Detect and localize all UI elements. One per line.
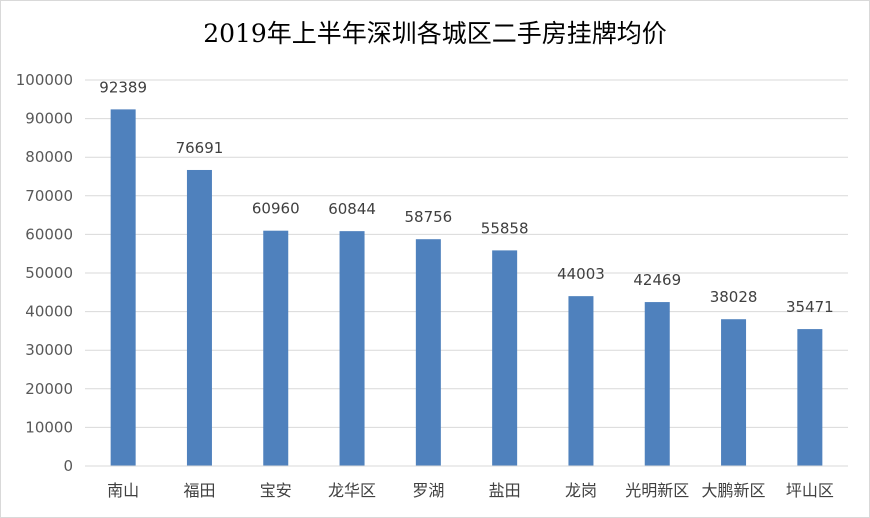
x-tick-label: 盐田 xyxy=(489,481,521,500)
chart-title: 2019年上半年深圳各城区二手房挂牌均价 xyxy=(203,19,667,48)
y-tick-label: 90000 xyxy=(25,110,73,128)
bar xyxy=(263,230,289,466)
data-label: 92389 xyxy=(99,78,147,96)
data-label: 44003 xyxy=(557,265,605,283)
y-tick-label: 10000 xyxy=(25,418,73,436)
bar xyxy=(644,302,670,466)
y-tick-label: 50000 xyxy=(25,264,73,282)
y-tick-label: 70000 xyxy=(25,187,73,205)
bar xyxy=(797,329,823,466)
y-tick-label: 30000 xyxy=(25,341,73,359)
x-tick-label: 龙岗 xyxy=(565,481,597,500)
data-label: 55858 xyxy=(481,219,529,237)
data-label: 60960 xyxy=(252,200,300,218)
y-tick-label: 60000 xyxy=(25,225,73,243)
bar xyxy=(186,169,212,467)
y-tick-label: 80000 xyxy=(25,148,73,166)
x-tick-label: 南山 xyxy=(107,481,139,500)
bar xyxy=(492,250,518,466)
x-tick-label: 龙华区 xyxy=(328,481,376,500)
data-label: 60844 xyxy=(328,200,376,218)
x-tick-label: 福田 xyxy=(183,481,215,500)
y-tick-label: 20000 xyxy=(25,380,73,398)
x-tick-label: 坪山区 xyxy=(786,481,834,500)
x-tick-label: 宝安 xyxy=(260,481,292,500)
data-label: 38028 xyxy=(710,288,758,306)
data-label: 76691 xyxy=(176,139,224,157)
y-tick-label: 0 xyxy=(63,457,73,475)
bar xyxy=(339,231,365,466)
data-label: 35471 xyxy=(786,298,834,316)
y-tick-label: 40000 xyxy=(25,303,73,321)
bar xyxy=(415,239,441,466)
bar xyxy=(110,109,136,466)
x-tick-label: 大鹏新区 xyxy=(702,481,766,500)
x-tick-label: 光明新区 xyxy=(625,481,689,500)
data-label: 58756 xyxy=(404,208,452,226)
bar xyxy=(568,296,594,466)
y-tick-label: 100000 xyxy=(16,71,73,89)
data-label: 42469 xyxy=(633,271,681,289)
bar xyxy=(721,319,747,466)
x-tick-label: 罗湖 xyxy=(412,481,444,500)
